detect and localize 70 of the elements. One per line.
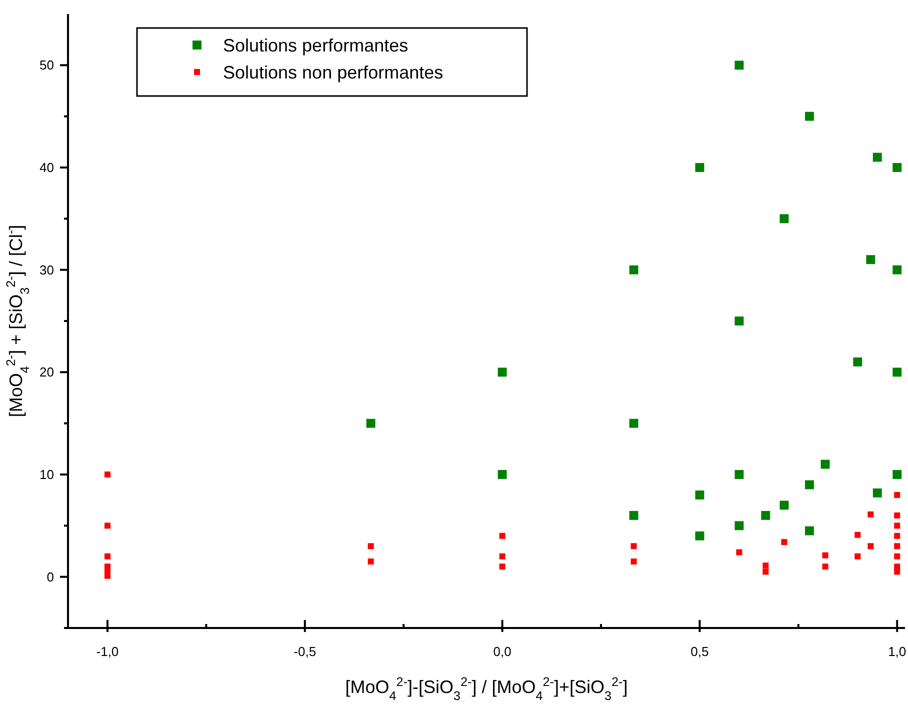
- point: [894, 492, 900, 498]
- point: [822, 564, 828, 570]
- y-tick-label: 10: [40, 467, 54, 482]
- point: [892, 163, 902, 172]
- point: [630, 558, 637, 564]
- point: [629, 418, 638, 428]
- point: [854, 553, 861, 560]
- y-tick-label: 30: [40, 262, 54, 278]
- point: [892, 265, 902, 274]
- point: [894, 543, 900, 550]
- point: [780, 500, 789, 510]
- point: [866, 255, 876, 264]
- point: [736, 549, 742, 556]
- point: [894, 532, 900, 539]
- point: [820, 460, 830, 469]
- point: [734, 521, 744, 530]
- point: [695, 531, 704, 540]
- legend-label: Solutions non performantes: [223, 62, 444, 82]
- point: [104, 553, 110, 560]
- y-tick-label: 20: [40, 364, 54, 380]
- point: [892, 368, 902, 377]
- x-tick-label: -0,5: [294, 644, 316, 659]
- point: [734, 60, 744, 70]
- point: [104, 572, 110, 579]
- y-tick-label: 40: [40, 160, 54, 176]
- point: [762, 562, 769, 569]
- point: [368, 558, 374, 564]
- point: [499, 553, 506, 560]
- point: [804, 526, 814, 536]
- point: [630, 543, 637, 550]
- point: [734, 470, 744, 479]
- x-tick-label: -1,0: [96, 644, 119, 659]
- x-tick-label: 0,0: [493, 644, 512, 659]
- point: [499, 564, 506, 570]
- point: [104, 522, 110, 529]
- point: [695, 490, 704, 500]
- point: [854, 532, 861, 538]
- point: [894, 512, 900, 518]
- point: [695, 163, 704, 172]
- point: [868, 543, 874, 550]
- point: [104, 472, 110, 478]
- point: [804, 112, 814, 121]
- point: [894, 522, 900, 529]
- point: [761, 510, 770, 520]
- point: [629, 510, 638, 520]
- text: [MoO$_{4}$$^{2-}$]-[SiO$_{3}$$^{2-}$] / [MoO$_{4}$$^{2-}$]+[SiO$_{3}$$^{2-}$]: [345, 675, 628, 703]
- point: [734, 316, 744, 326]
- point: [629, 265, 638, 274]
- point: [872, 152, 882, 162]
- point: [498, 368, 507, 377]
- point: [781, 539, 788, 546]
- point: [853, 357, 862, 366]
- point: [762, 568, 769, 575]
- point: [368, 543, 374, 550]
- point: [868, 511, 874, 518]
- point: [499, 532, 506, 539]
- point: [804, 480, 814, 490]
- x-tick-label: 1,0: [888, 644, 906, 659]
- legend-label: Solutions performantes: [223, 35, 408, 56]
- y-tick-label: 0: [46, 569, 54, 584]
- point: [872, 488, 882, 498]
- x-tick-label: 0,5: [690, 644, 709, 659]
- point: [822, 552, 828, 558]
- point: [498, 470, 507, 479]
- point: [892, 470, 902, 479]
- point: [894, 568, 900, 575]
- y-tick-label: 50: [40, 58, 54, 73]
- point: [780, 214, 789, 224]
- point: [366, 418, 376, 428]
- point: [894, 553, 900, 560]
